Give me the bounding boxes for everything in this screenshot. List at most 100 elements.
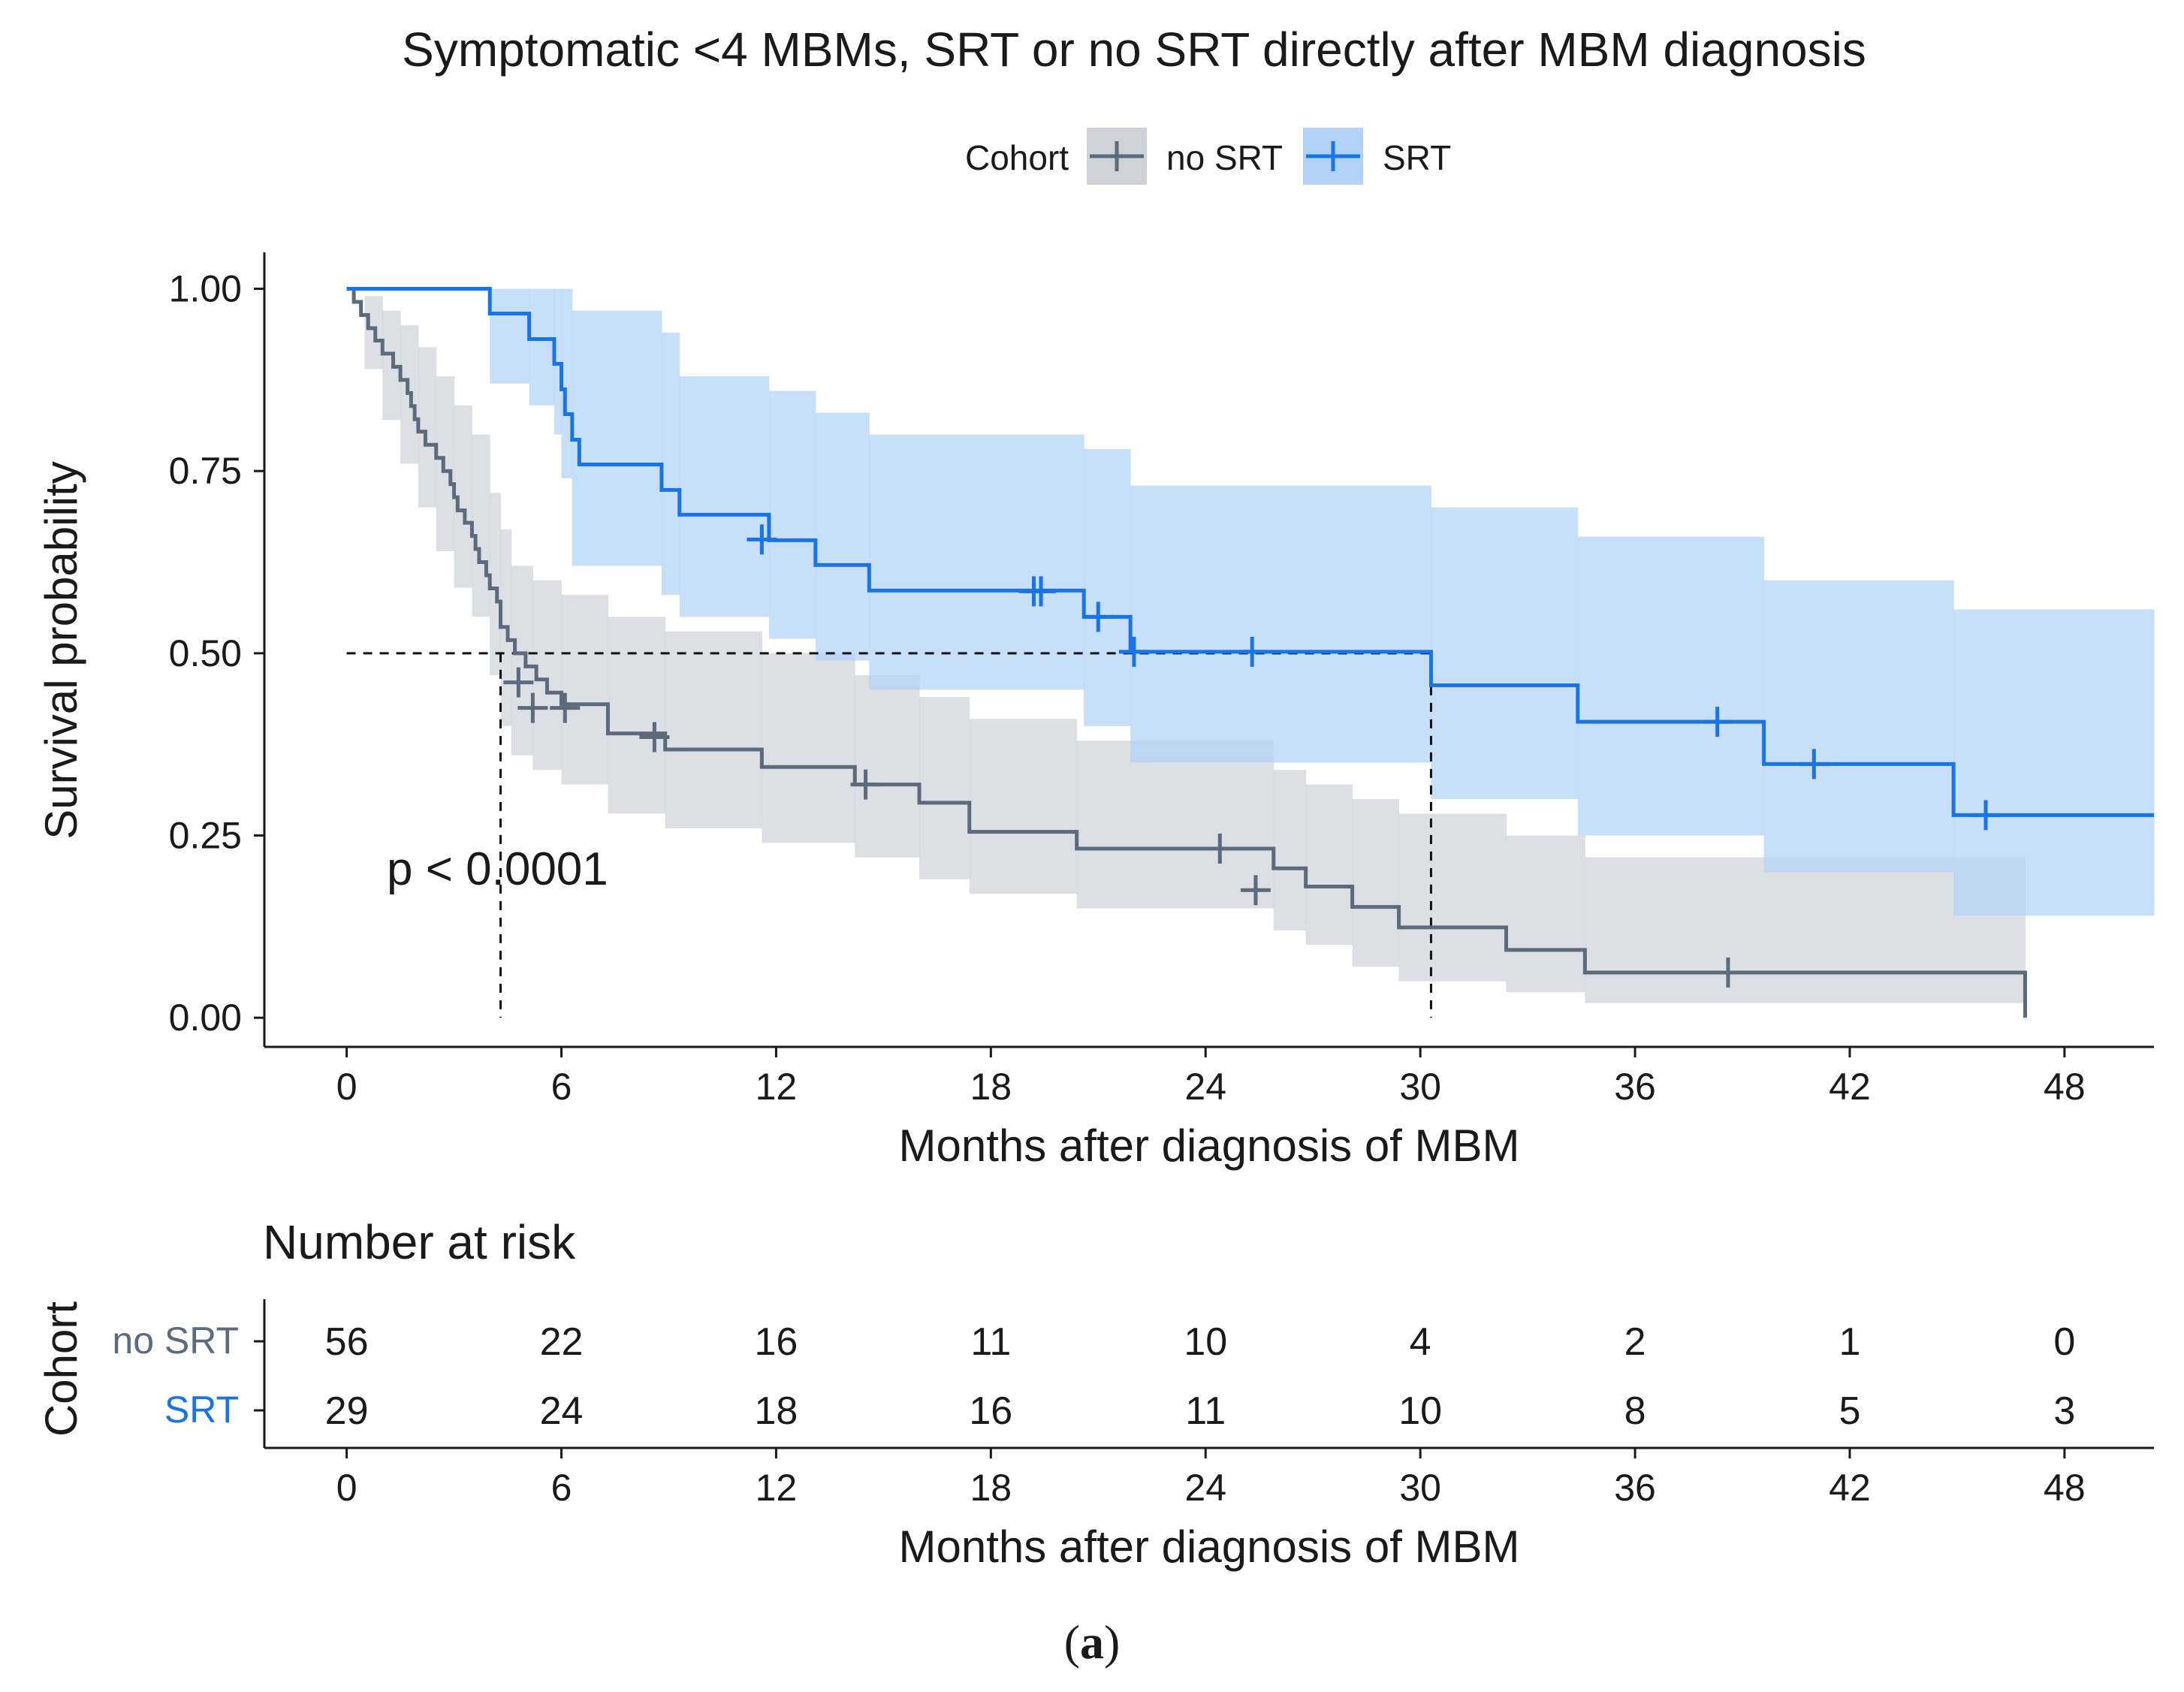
ci-band-no-srt-18: [969, 719, 1078, 894]
risk-x-tick-label: 24: [1184, 1467, 1226, 1509]
risk-value: 24: [540, 1389, 584, 1433]
ci-band-no-srt-22: [1352, 798, 1400, 967]
survival-curves: [346, 287, 2154, 1018]
ci-band-srt-14: [1763, 580, 1954, 873]
censor-mark-srt-8: [1971, 800, 2001, 831]
median-reference-lines: [346, 652, 1432, 1018]
risk-table-title: Number at risk: [263, 1215, 576, 1269]
censor-mark-no-srt-0: [503, 667, 534, 698]
risk-value: 4: [1410, 1320, 1431, 1364]
y-tick-label: 0.50: [169, 632, 242, 674]
ci-band-srt-8: [815, 412, 870, 661]
risk-x-tick-label: 18: [970, 1467, 1012, 1509]
risk-value: 16: [754, 1320, 798, 1364]
ci-band-srt-1: [529, 288, 555, 406]
risk-value: 10: [1184, 1320, 1227, 1364]
y-tick-label: 0.00: [169, 997, 242, 1039]
censor-mark-srt-2: [1026, 576, 1057, 607]
ci-band-no-srt-25: [1585, 857, 2026, 1003]
survival-curve-no-srt: [346, 287, 2027, 1018]
risk-value: 5: [1839, 1389, 1861, 1433]
chart-title: Symptomatic <4 MBMs, SRT or no SRT direc…: [402, 23, 1866, 77]
ci-band-srt-0: [490, 288, 530, 384]
risk-value: 29: [325, 1389, 369, 1433]
x-tick-label: 48: [2044, 1066, 2086, 1108]
y-tick-label: 0.25: [169, 815, 242, 857]
legend-label-no-srt: no SRT: [1166, 138, 1283, 177]
p-value-annotation: p < 0.0001: [387, 843, 608, 895]
x-tick-label: 18: [970, 1066, 1012, 1108]
censor-mark-srt-3: [1083, 602, 1114, 632]
censor-mark-no-srt-4: [850, 769, 881, 800]
risk-value: 0: [2053, 1320, 2075, 1364]
risk-x-ticks: 0 6 12 18 24 30 36 42 48: [336, 1448, 2086, 1509]
censor-mark-no-srt-6: [1240, 875, 1271, 906]
legend-title: Cohort: [965, 138, 1069, 177]
risk-value: 10: [1398, 1389, 1442, 1433]
ci-band-srt-5: [661, 332, 680, 596]
ci-band-srt-10: [1084, 449, 1131, 726]
ci-band-no-srt-8: [490, 493, 501, 675]
x-tick-label: 6: [551, 1066, 572, 1108]
survival-curve-srt: [346, 287, 2154, 817]
ci-band-no-srt-21: [1305, 784, 1353, 946]
ci-band-no-srt-12: [561, 595, 608, 785]
y-tick-label: 1.00: [169, 268, 242, 310]
x-tick-label: 0: [336, 1066, 357, 1108]
y-tick-label: 0.75: [169, 450, 242, 492]
x-tick-label: 42: [1829, 1066, 1871, 1108]
risk-value: 11: [970, 1320, 1011, 1364]
ci-band-no-srt-15: [762, 653, 855, 843]
censor-mark-srt-7: [1799, 749, 1830, 780]
ci-band-no-srt-17: [919, 697, 970, 879]
risk-x-tick-label: 36: [1614, 1467, 1656, 1509]
censor-marks: [503, 524, 2001, 988]
x-tick-label: 36: [1614, 1066, 1656, 1108]
x-tick-label: 24: [1184, 1066, 1226, 1108]
censor-mark-no-srt-7: [1712, 957, 1743, 988]
caption-open: (: [1064, 1615, 1080, 1669]
x-axis-title: Months after diagnosis of MBM: [898, 1120, 1519, 1171]
censor-mark-srt-6: [1702, 707, 1733, 737]
risk-x-tick-label: 0: [336, 1467, 357, 1509]
risk-value: 1: [1839, 1320, 1861, 1364]
y-axis-title: Survival probability: [36, 461, 86, 840]
censor-mark-no-srt-3: [639, 722, 670, 753]
ci-band-no-srt-4: [418, 347, 437, 508]
risk-value: 3: [2053, 1389, 2075, 1433]
x-tick-label: 12: [756, 1066, 798, 1108]
risk-table-ylabel: Cohort: [36, 1301, 86, 1437]
confidence-bands: [364, 288, 2155, 1003]
ci-band-srt-4: [572, 310, 662, 566]
x-tick-label: 30: [1399, 1066, 1441, 1108]
ci-band-srt-9: [869, 434, 1084, 690]
ci-band-srt-6: [679, 376, 770, 617]
censor-mark-srt-5: [1237, 636, 1268, 667]
ci-band-no-srt-14: [665, 631, 762, 828]
risk-x-axis-title: Months after diagnosis of MBM: [898, 1522, 1519, 1572]
x-ticks: 0 6 12 18 24 30 36 42 48: [336, 1047, 2086, 1108]
ci-band-srt-3: [561, 288, 573, 478]
ci-band-no-srt-24: [1506, 835, 1585, 993]
risk-x-tick-label: 48: [2044, 1467, 2086, 1509]
risk-x-tick-label: 30: [1399, 1467, 1441, 1509]
ci-band-srt-7: [768, 391, 816, 639]
ci-band-no-srt-19: [1076, 740, 1275, 909]
ci-band-srt-2: [554, 288, 563, 435]
risk-x-tick-label: 42: [1829, 1467, 1871, 1509]
ci-band-no-srt-23: [1398, 813, 1507, 982]
plot-axes: [263, 252, 2154, 1048]
risk-row-label: no SRT: [112, 1320, 239, 1362]
risk-row-label: SRT: [164, 1389, 239, 1431]
ci-band-no-srt-16: [855, 674, 920, 858]
censor-mark-no-srt-5: [1205, 833, 1235, 864]
risk-value: 11: [1185, 1389, 1226, 1433]
ci-band-srt-13: [1577, 536, 1765, 836]
censor-mark-no-srt-1: [517, 692, 548, 723]
risk-value: 56: [325, 1320, 369, 1364]
risk-value: 2: [1624, 1320, 1646, 1364]
risk-value: 8: [1624, 1389, 1646, 1433]
ci-band-no-srt-5: [436, 376, 455, 551]
